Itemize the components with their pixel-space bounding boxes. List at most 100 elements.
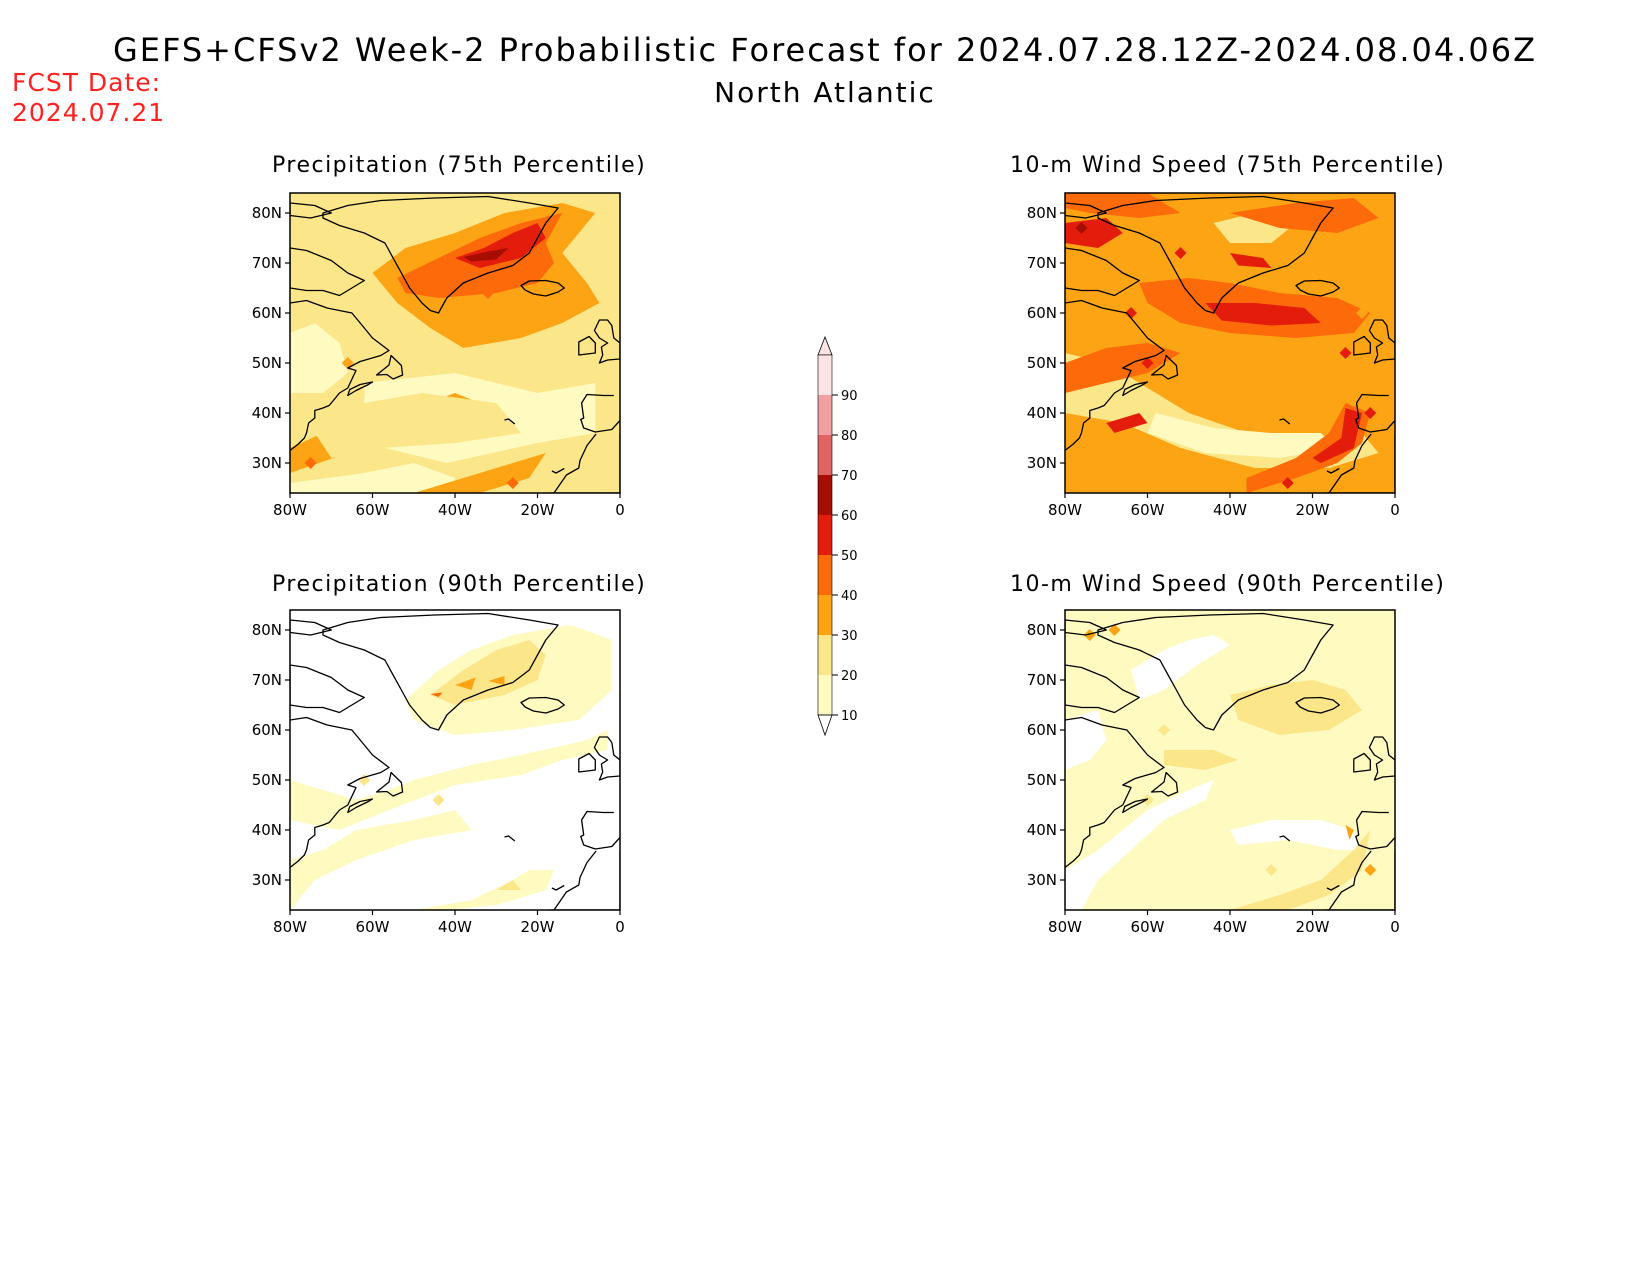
ireland-coastline (1353, 752, 1371, 773)
probability-region-c30-6 (488, 676, 505, 685)
iceland-coastline (1295, 279, 1340, 297)
panel-title-wind-90: 10-m Wind Speed (90th Percentile) (1010, 572, 1446, 597)
iberia-coastline (580, 393, 620, 433)
africa-coastline (549, 433, 620, 493)
panel-title-wind-75: 10-m Wind Speed (75th Percentile) (1010, 153, 1446, 178)
probability-cell-3 (1141, 794, 1154, 806)
greenland-coastline (322, 195, 559, 314)
lat-label: 80N (1027, 621, 1057, 639)
forecast-date-label: FCST Date: (12, 68, 162, 97)
lat-label: 70N (1027, 671, 1057, 689)
greenland-coastline (322, 612, 559, 731)
probability-region-ocean-3 (1065, 710, 1107, 770)
canaries-coastline (1326, 884, 1340, 891)
lon-label: 80W (273, 918, 307, 936)
colorbar-swatch-c10 (818, 675, 832, 715)
lon-label: 20W (521, 918, 555, 936)
lon-label: 0 (615, 918, 625, 936)
baffin-coastline (290, 247, 365, 297)
precipitation-75th-map: 80N 70N 60N 50N 40N 30N 80W 60W 40W 20W 0 (252, 192, 625, 519)
lat-label: 50N (1027, 354, 1057, 372)
colorbar-swatch-c50 (818, 515, 832, 555)
lon-label: 80W (1048, 918, 1082, 936)
iberia-coastline (1355, 810, 1395, 850)
lat-label: 80N (252, 204, 282, 222)
lat-label: 30N (252, 454, 282, 472)
probability-region-ocean-1 (1230, 820, 1362, 850)
probability-cell-1 (1108, 624, 1121, 636)
ireland-coastline (578, 335, 596, 356)
azores-coastline (1279, 835, 1291, 842)
probability-cell-4 (1339, 347, 1352, 359)
lat-label: 60N (1027, 304, 1057, 322)
panel-title-precip-90: Precipitation (90th Percentile) (272, 572, 647, 597)
field-layer (1065, 193, 1395, 493)
lon-label: 60W (356, 918, 390, 936)
probability-region-c20-4 (430, 640, 546, 705)
probability-cell-2 (506, 477, 519, 489)
lon-label: 20W (521, 501, 555, 519)
colorbar-swatch-c90 (818, 355, 832, 395)
probability-cell-8 (1356, 307, 1368, 319)
probability-cell-1 (1075, 222, 1088, 234)
probability-region-c10-2 (290, 463, 455, 493)
probability-region-c30-5 (455, 677, 476, 690)
ellesmere-coastline (1065, 619, 1107, 636)
britain-coastline (1368, 319, 1395, 364)
probability-cell-0 (1083, 227, 1096, 239)
nova-scotia-coastline (347, 381, 374, 397)
colorbar-swatch-c80 (818, 395, 832, 435)
britain-coastline (593, 319, 620, 364)
colorbar-swatch-c60 (818, 475, 832, 515)
probability-cell-6 (1281, 477, 1294, 489)
iceland-coastline (1295, 696, 1340, 714)
azores-coastline (1279, 418, 1291, 425)
lat-label: 70N (252, 254, 282, 272)
iberia-coastline (580, 810, 620, 850)
lat-label: 60N (1027, 721, 1057, 739)
probability-cell-4 (1265, 864, 1278, 876)
probability-cell-5 (1265, 307, 1278, 319)
probability-region-c20-5 (1164, 750, 1239, 770)
colorbar-swatch-c30 (818, 595, 832, 635)
greenland-coastline (1097, 612, 1334, 731)
lon-label: 0 (1390, 918, 1400, 936)
ireland-coastline (1353, 335, 1371, 356)
lon-label: 80W (273, 501, 307, 519)
colorbar-swatch-c20 (818, 635, 832, 675)
lon-label: 40W (438, 918, 472, 936)
lat-label: 50N (252, 771, 282, 789)
colorbar-frame (817, 354, 833, 716)
probability-cell-0 (1083, 629, 1096, 641)
colorbar-bottom-cap (817, 714, 833, 737)
colorbar-label: 50 (841, 549, 858, 564)
iberia-coastline (1355, 393, 1395, 433)
lon-label: 40W (438, 501, 472, 519)
north-america-coastline (1065, 716, 1165, 869)
colorbar-swatch-c70 (818, 435, 832, 475)
probability-region-ocean-0 (1065, 780, 1214, 910)
colorbar-label: 60 (841, 509, 858, 524)
probability-cell-3 (498, 217, 511, 229)
probability-region-c20-4 (1230, 680, 1362, 735)
probability-region-c50-4 (1205, 303, 1321, 326)
wind-speed-90th-map: 80N 70N 60N 50N 40N 30N 80W 60W 40W 20W 0 (1027, 609, 1400, 936)
africa-coastline (1324, 850, 1395, 910)
ellesmere-coastline (1065, 202, 1107, 219)
field-layer (1065, 610, 1395, 910)
newfoundland-coastline (375, 771, 404, 797)
canaries-coastline (1326, 467, 1340, 474)
region-title: North Atlantic (714, 76, 936, 109)
greenland-coastline (1097, 195, 1334, 314)
panel-title-precip-75: Precipitation (75th Percentile) (272, 153, 647, 178)
lat-label: 30N (1027, 871, 1057, 889)
newfoundland-coastline (1150, 771, 1179, 797)
lon-label: 0 (1390, 501, 1400, 519)
colorbar-label: 40 (841, 589, 858, 604)
ellesmere-coastline (290, 202, 332, 219)
ireland-coastline (578, 752, 596, 773)
probability-cell-2 (1158, 724, 1170, 736)
canaries-coastline (551, 884, 565, 891)
canaries-coastline (551, 467, 565, 474)
lat-label: 60N (252, 304, 282, 322)
